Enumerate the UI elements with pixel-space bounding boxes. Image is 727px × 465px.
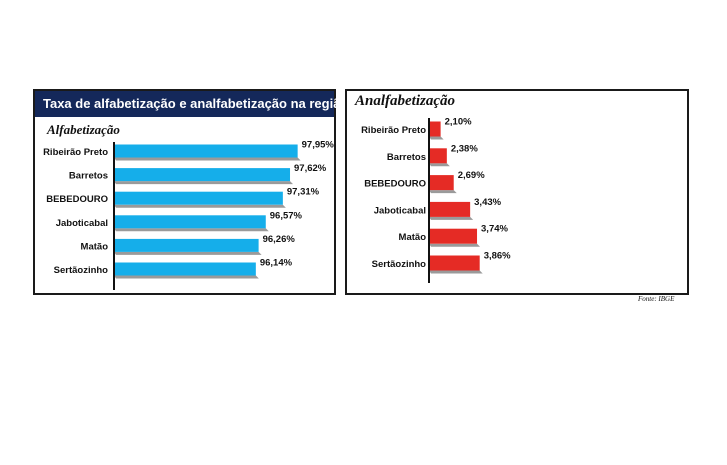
alfabetizacao-bar — [114, 238, 259, 252]
alfabetizacao-category-label: BEBEDOURO — [46, 194, 108, 205]
alfabetizacao-category-label: Sertãozinho — [54, 265, 109, 276]
analfabetizacao-bar — [429, 255, 480, 271]
analfabetizacao-bar — [429, 201, 471, 217]
analfabetizacao-category-label: Matão — [399, 232, 427, 243]
analfabetizacao-bar — [429, 175, 454, 191]
analfabetizacao-bar-shadow — [429, 270, 483, 274]
analfabetizacao-category-label: Ribeirão Preto — [361, 125, 426, 136]
alfabetizacao-category-label: Matão — [81, 241, 109, 252]
alfabetizacao-value-label: 96,57% — [270, 210, 303, 221]
analfabetizacao-bar — [429, 148, 447, 164]
analfabetizacao-category-label: BEBEDOURO — [364, 179, 426, 190]
analfabetizacao-value-label: 2,69% — [458, 170, 485, 181]
alfabetizacao-bar-shadow — [114, 228, 269, 232]
analfabetizacao-value-label: 3,86% — [484, 251, 511, 262]
alfabetizacao-bar-shadow — [114, 157, 301, 161]
alfabetizacao-category-label: Ribeirão Preto — [43, 147, 108, 158]
analfabetizacao-bar — [429, 121, 441, 137]
alfabetizacao-category-label: Jaboticabal — [56, 218, 108, 229]
alfabetizacao-bar-shadow — [114, 251, 262, 255]
alfabetizacao-bar-shadow — [114, 181, 294, 185]
analfabetizacao-bar-shadow — [429, 163, 450, 167]
alfabetizacao-bar — [114, 215, 266, 229]
alfabetizacao-value-label: 96,26% — [263, 234, 296, 245]
alfabetizacao-category-label: Barretos — [69, 171, 108, 182]
alfabetizacao-bar-shadow — [114, 275, 259, 279]
alfabetizacao-bar-shadow — [114, 204, 286, 208]
analfabetizacao-bar-shadow — [429, 136, 444, 140]
analfabetizacao-bar-shadow — [429, 216, 474, 220]
analfabetizacao-value-label: 3,43% — [474, 197, 501, 208]
alfabetizacao-bar — [114, 144, 298, 158]
alfabetizacao-bar — [114, 262, 256, 276]
alfabetizacao-value-label: 97,31% — [287, 187, 320, 198]
analfabetizacao-value-label: 2,10% — [445, 117, 472, 128]
analfabetizacao-category-label: Jaboticabal — [374, 205, 426, 216]
chart-banner-title: Taxa de alfabetização e analfabetização … — [35, 91, 348, 117]
analfabetizacao-value-label: 2,38% — [451, 143, 478, 154]
analfabetizacao-panel: Analfabetização — [345, 89, 689, 295]
alfabetizacao-value-label: 97,95% — [302, 140, 335, 151]
analfabetizacao-value-label: 3,74% — [481, 224, 508, 235]
analfabetizacao-bar — [429, 228, 478, 244]
analfabetizacao-title: Analfabetização — [355, 93, 455, 109]
alfabetizacao-value-label: 97,62% — [294, 163, 327, 174]
alfabetizacao-bar — [114, 191, 283, 205]
analfabetizacao-bar-shadow — [429, 190, 457, 194]
alfabetizacao-bar — [114, 168, 291, 182]
alfabetizacao-value-label: 96,14% — [260, 258, 293, 269]
source-note: Fonte: IBGE — [638, 295, 675, 303]
analfabetizacao-bar-shadow — [429, 243, 481, 247]
analfabetizacao-category-label: Barretos — [387, 152, 426, 163]
alfabetizacao-panel: Taxa de alfabetização e analfabetização … — [33, 89, 348, 295]
alfabetizacao-title: Alfabetização — [47, 122, 120, 137]
analfabetizacao-category-label: Sertãozinho — [372, 259, 427, 270]
